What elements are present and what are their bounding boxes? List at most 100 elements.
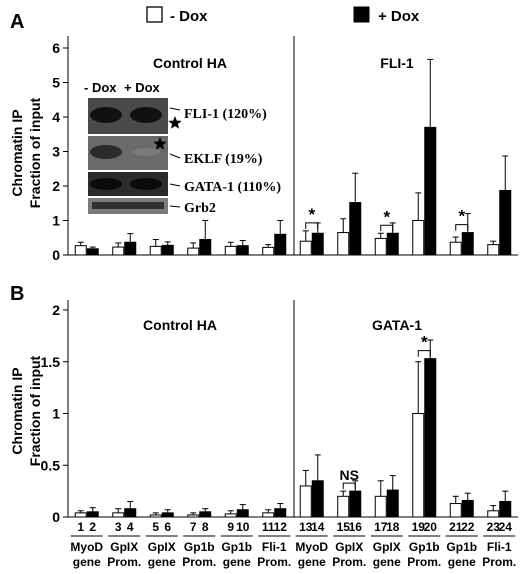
category-label-line1: GpIX: [335, 540, 363, 554]
panel-b: B Chromatin IP Fraction of input 0 0.5 1 1.…: [9, 283, 518, 569]
bar-b-g3-minus: [149, 514, 162, 518]
y-tick-label-a-4: 4: [52, 109, 60, 125]
lane-number: 7: [190, 520, 197, 534]
blot-spot-gata1-minus: [90, 178, 122, 190]
bar-a-g3-minus: [149, 245, 162, 256]
bar-b-g7-minus: [299, 485, 312, 518]
bar-b-g8-minus: [337, 495, 350, 518]
lane-number: 3: [115, 520, 122, 534]
category-label-line1: Gp1b: [221, 540, 252, 554]
bar-b-g6-plus: [274, 508, 287, 518]
blot-label-gata1: GATA-1 (110%): [184, 180, 281, 195]
blot-pointer-grb2: [169, 205, 181, 208]
lane-number: 15: [337, 520, 351, 534]
bar-a-g5-plus: [236, 245, 249, 256]
lane-number: 22: [461, 520, 475, 534]
bar-b-g12-minus: [487, 510, 500, 518]
y-tick-label-b-1: 0.5: [41, 457, 61, 473]
lane-number: 10: [236, 520, 250, 534]
blot-label-grb2: Grb2: [184, 201, 216, 216]
blot-pointer-eklf: [169, 153, 181, 159]
y-tick-label-b-3: 1.5: [41, 354, 61, 370]
panel-letter-b: B: [10, 283, 24, 305]
section-title-fli1: FLI-1: [380, 55, 414, 71]
category-label-line1: Gp1b: [184, 540, 215, 554]
blot-spot-eklf-plus: [132, 148, 160, 156]
legend-swatch-plus: [353, 6, 370, 23]
lane-number: 19: [412, 520, 426, 534]
bar-a-g2-plus: [124, 241, 137, 256]
blot-spot-gata1-plus: [130, 178, 162, 190]
blot-label-eklf: EKLF (19%): [184, 152, 263, 167]
legend-swatch-minus: [146, 6, 163, 23]
y-tick-label-b-2: 1: [52, 406, 60, 422]
bar-a-g9-plus: [386, 232, 399, 256]
bar-b-g7-plus: [311, 480, 324, 518]
blot-spot-grb2: [92, 202, 164, 209]
blot-spot-eklf-minus: [90, 145, 122, 159]
category-label-line2: Prom.: [407, 555, 441, 569]
blot-header-plus: + Dox: [124, 80, 161, 95]
lane-number: 2: [89, 520, 96, 534]
category-label-line1: MyoD: [295, 540, 328, 554]
significance-bracket-b-2: [417, 350, 431, 357]
significance-label-a-1: *: [308, 205, 315, 224]
blot-label-fli1: FLI-1 (120%): [184, 107, 267, 122]
category-label-line2: gene: [298, 555, 326, 569]
category-label-line1: Fli-1: [487, 540, 512, 554]
bar-a-g11-plus: [461, 232, 474, 256]
bar-b-g9-minus: [374, 495, 387, 518]
category-label-line2: gene: [373, 555, 401, 569]
bar-a-g7-plus: [311, 232, 324, 256]
lane-number: 21: [449, 520, 463, 534]
lane-number: 23: [487, 520, 501, 534]
bar-a-g12-plus: [499, 189, 512, 256]
bar-a-g6-minus: [262, 246, 275, 256]
significance-bracket-a-1: [305, 222, 319, 229]
bar-a-g9-minus: [374, 237, 387, 256]
panel-a: A Chromatin IP Fraction of input 0 1 2 3 4 5 6…: [9, 11, 518, 263]
category-label-line2: Prom.: [257, 555, 291, 569]
significance-label-b-2: *: [421, 333, 428, 352]
bar-b-g11-plus: [461, 499, 474, 518]
y-tick-label-b-0: 0: [52, 509, 60, 525]
category-label-line1: Fli-1: [262, 540, 287, 554]
legend-label-minus: - Dox: [170, 8, 208, 25]
bar-a-g11-minus: [449, 241, 462, 256]
y-tick-label-a-0: 0: [52, 247, 60, 263]
lane-number: 11: [262, 520, 275, 534]
category-label-line2: gene: [448, 555, 476, 569]
bar-b-g9-plus: [386, 489, 399, 518]
lane-number: 6: [164, 520, 171, 534]
bar-b-g10-minus: [412, 413, 425, 518]
blot-pointer-gata1: [169, 183, 181, 187]
lane-number: 12: [274, 520, 288, 534]
lane-number: 1: [77, 520, 84, 534]
bar-a-g8-plus: [349, 202, 362, 256]
category-label-line1: Gp1b: [409, 540, 440, 554]
section-title-gata1: GATA-1: [372, 317, 422, 333]
star-icon-nonspecific-2: [153, 137, 167, 150]
significance-bracket-a-2: [380, 224, 394, 232]
section-title-control-ha-a: Control HA: [153, 55, 227, 71]
western-blot-inset: - Dox + Dox FLI-1 (120%) EKLF (19%) GATA…: [84, 80, 281, 216]
lane-number: 17: [374, 520, 388, 534]
category-label-line2: Prom.: [107, 555, 141, 569]
bar-b-g8-plus: [349, 490, 362, 518]
lane-number: 16: [349, 520, 363, 534]
bar-a-g3-plus: [161, 244, 174, 256]
bar-b-g1-plus: [86, 511, 99, 518]
lane-number: 18: [386, 520, 400, 534]
bar-a-g6-plus: [274, 233, 287, 256]
legend-label-plus: + Dox: [378, 8, 420, 25]
panel-letter-a: A: [10, 11, 24, 33]
bar-a-g4-plus: [199, 238, 212, 256]
bar-b-g1-minus: [74, 512, 87, 518]
bar-b-g12-plus: [499, 500, 512, 518]
bar-b-g2-plus: [124, 508, 137, 518]
bar-b-g4-minus: [187, 514, 200, 518]
category-label-line1: GpIX: [148, 540, 176, 554]
lane-number: 13: [299, 520, 313, 534]
category-label-line2: Prom.: [182, 555, 216, 569]
y-axis-label-a-line1: Chromatin IP: [9, 109, 25, 196]
